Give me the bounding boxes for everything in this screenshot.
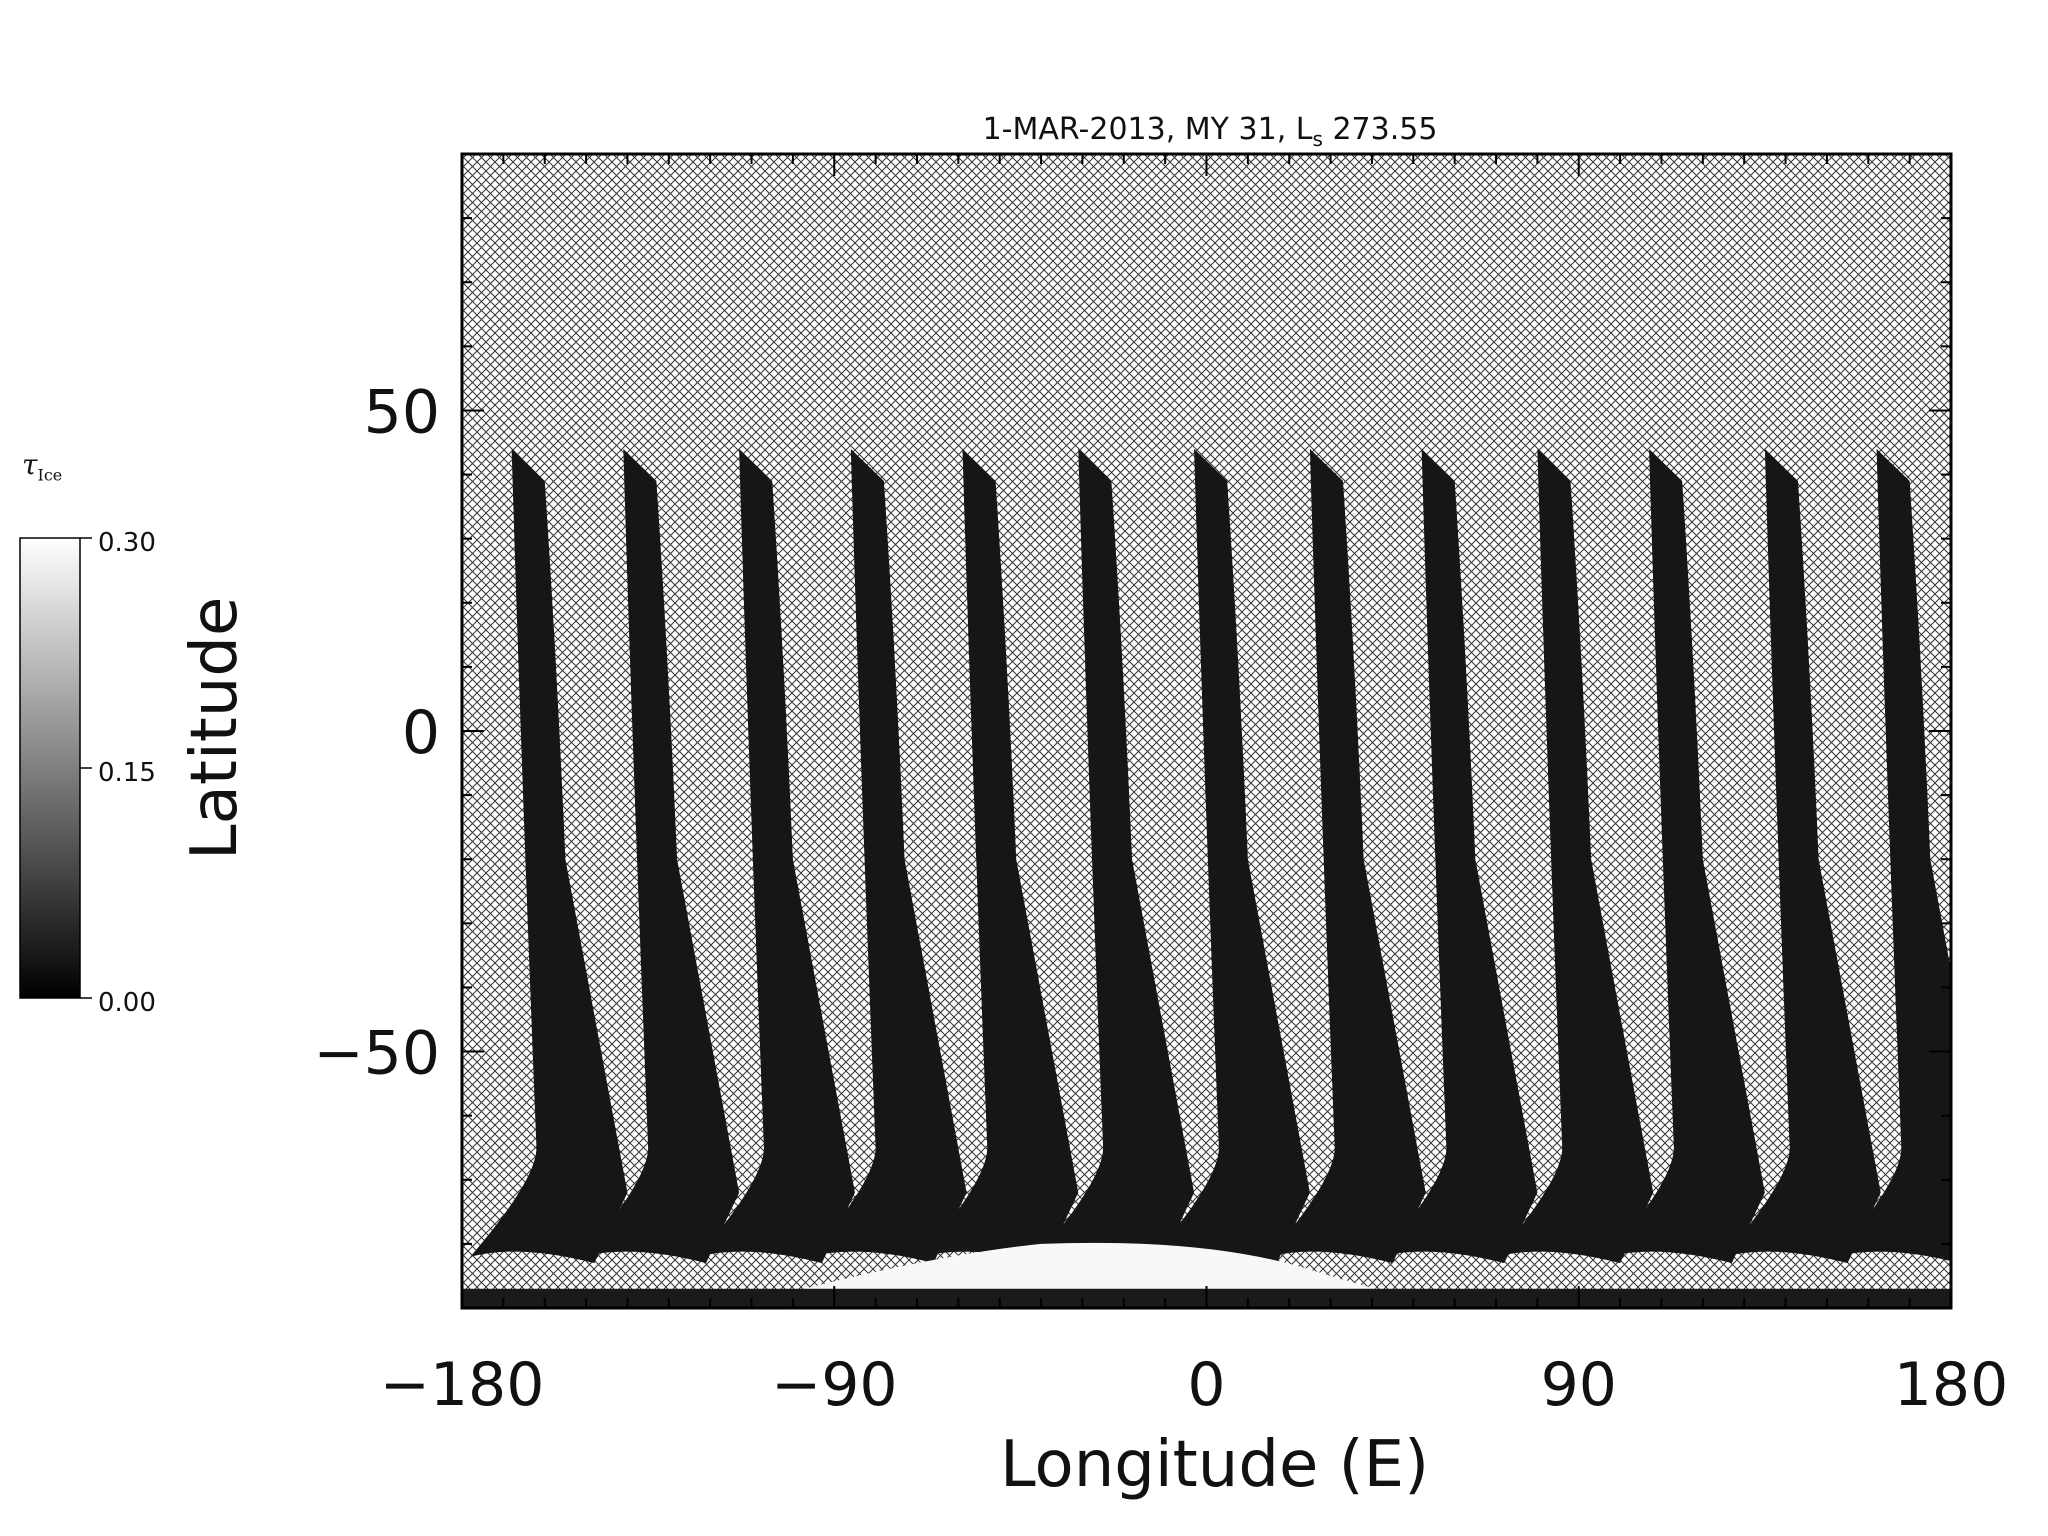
swath [1268,448,1426,1264]
chart-title: 1-MAR-2013, MY 31, Ls 273.55 [982,112,1438,151]
x-tick-label: −180 [380,1350,545,1420]
swath [1723,448,1881,1264]
swath [581,448,740,1264]
x-tick-label: 180 [1894,1350,2009,1420]
swath [1496,448,1654,1264]
swath [1607,448,1765,1264]
swath [809,448,967,1264]
swath [1835,448,1951,1262]
colorbar-tick-label: 0.00 [98,988,156,1018]
swath [921,448,1079,1264]
swath [1036,448,1195,1264]
y-tick-label: −50 [313,1019,440,1089]
y-tick-label: 0 [402,698,440,768]
x-tick-label: 90 [1541,1350,1617,1420]
swath [1152,448,1310,1264]
swath [697,448,855,1264]
x-tick-label: 0 [1187,1350,1225,1420]
swath [470,448,628,1264]
x-tick-label: −90 [771,1350,898,1420]
colorbar-tick-label: 0.30 [98,528,156,558]
y-tick-label: 50 [364,377,440,447]
colorbar [19,537,81,999]
colorbar-title: τIce [22,448,63,485]
colorbar-tick-label: 0.15 [98,758,156,788]
swath [1380,448,1538,1264]
x-axis-label: Longitude (E) [1000,1428,1430,1502]
